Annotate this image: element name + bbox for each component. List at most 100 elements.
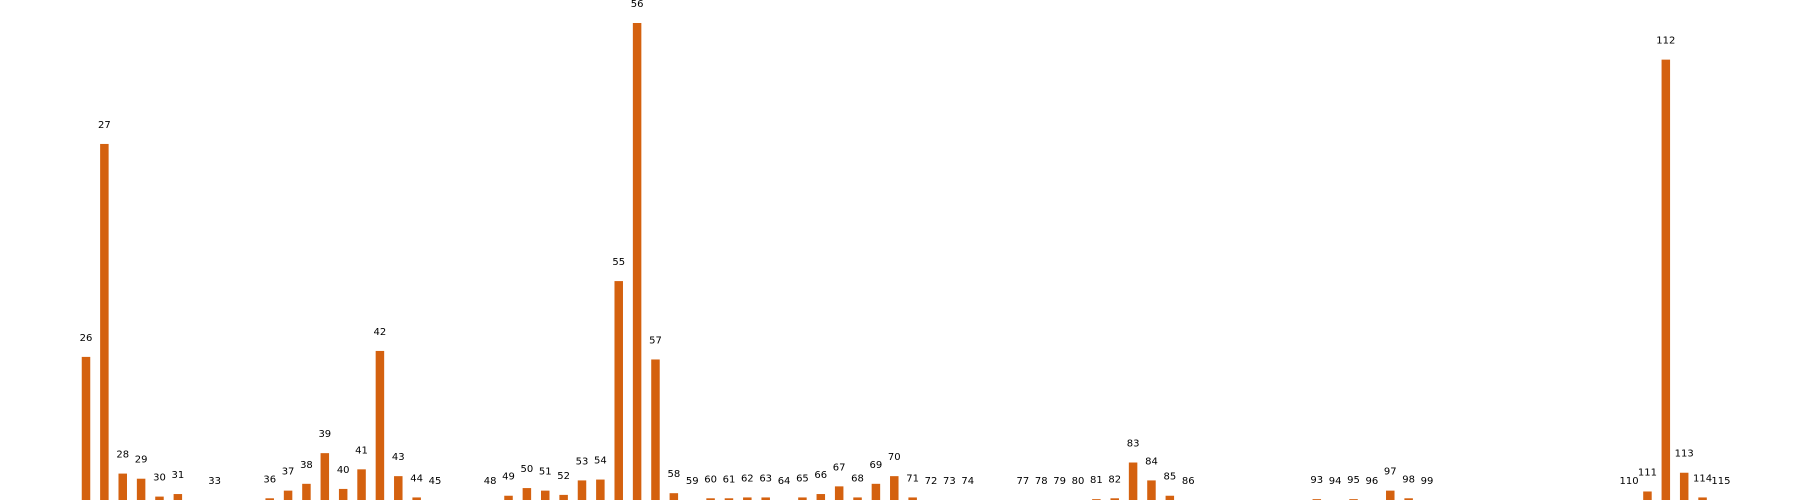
bar-label-67: 67 [833, 462, 846, 473]
bar-27 [100, 143, 109, 500]
bar-label-28: 28 [116, 450, 129, 461]
bar-70 [890, 476, 899, 500]
bar-42 [375, 350, 385, 500]
bar-53 [577, 480, 587, 500]
bar-label-38: 38 [300, 460, 313, 471]
bar-36 [265, 498, 274, 500]
bar-label-77: 77 [1017, 476, 1030, 487]
bar-label-49: 49 [502, 472, 515, 483]
bar-label-57: 57 [649, 335, 662, 346]
bar-label-52: 52 [557, 471, 570, 482]
bar-label-110: 110 [1620, 476, 1639, 487]
bar-label-112: 112 [1656, 36, 1675, 47]
bar-111 [1643, 491, 1652, 500]
bar-label-111: 111 [1638, 467, 1657, 478]
bar-51 [541, 490, 550, 500]
bar-label-97: 97 [1384, 467, 1397, 478]
bar-label-66: 66 [814, 470, 827, 481]
bar-label-85: 85 [1163, 472, 1176, 483]
bar-label-54: 54 [594, 456, 607, 467]
bar-label-69: 69 [870, 460, 883, 471]
bar-82 [1110, 498, 1119, 500]
bar-label-26: 26 [80, 333, 93, 344]
bar-label-45: 45 [429, 476, 442, 487]
bar-49 [504, 495, 513, 500]
bar-label-39: 39 [318, 429, 331, 440]
bar-label-78: 78 [1035, 476, 1048, 487]
bar-label-44: 44 [410, 473, 423, 484]
bar-label-36: 36 [263, 474, 276, 485]
bar-label-40: 40 [337, 465, 350, 476]
bar-38 [302, 483, 311, 500]
bar-85 [1165, 495, 1175, 500]
bars-group [81, 23, 1707, 500]
bar-label-115: 115 [1711, 476, 1730, 487]
bar-label-63: 63 [759, 473, 772, 484]
bar-26 [81, 356, 91, 500]
bar-label-86: 86 [1182, 476, 1195, 487]
bar-29 [136, 478, 146, 500]
bar-label-53: 53 [576, 456, 589, 467]
bar-label-65: 65 [796, 473, 809, 484]
bar-label-29: 29 [135, 455, 148, 466]
bar-71 [908, 497, 917, 500]
bar-label-81: 81 [1090, 475, 1103, 486]
bar-label-50: 50 [521, 464, 534, 475]
bar-52 [559, 494, 568, 500]
bar-label-98: 98 [1402, 474, 1415, 485]
bar-label-33: 33 [208, 476, 221, 487]
bar-label-83: 83 [1127, 439, 1140, 450]
bar-labels-group: 26 27 28 29 30 31 33 36 37 38 39 40 41 42 43 44 45 48 49 50… [80, 0, 1731, 487]
bar-label-30: 30 [153, 473, 166, 484]
bar-55 [614, 281, 623, 500]
bar-61 [724, 498, 734, 500]
bar-67 [834, 486, 844, 500]
bar-label-55: 55 [612, 257, 625, 268]
bar-84 [1147, 480, 1156, 500]
bar-37 [283, 490, 293, 500]
bar-label-61: 61 [723, 474, 736, 485]
bar-label-99: 99 [1421, 476, 1434, 487]
bar-83 [1128, 462, 1138, 500]
bar-43 [394, 476, 403, 500]
bar-label-60: 60 [704, 474, 717, 485]
bar-69 [871, 483, 881, 500]
bar-44 [412, 497, 421, 500]
bar-label-59: 59 [686, 476, 699, 487]
bar-label-64: 64 [778, 476, 791, 487]
bar-label-72: 72 [925, 476, 938, 487]
bar-39 [320, 453, 330, 500]
bar-label-58: 58 [667, 469, 680, 480]
bar-label-70: 70 [888, 452, 901, 463]
bar-label-96: 96 [1366, 476, 1379, 487]
bar-63 [761, 497, 770, 500]
bar-label-73: 73 [943, 476, 956, 487]
bar-label-84: 84 [1145, 456, 1158, 467]
bar-label-114: 114 [1693, 473, 1712, 484]
bar-label-71: 71 [906, 473, 919, 484]
bar-label-56: 56 [631, 0, 644, 10]
bar-41 [357, 469, 366, 500]
bar-68 [853, 497, 862, 500]
bar-label-94: 94 [1329, 476, 1342, 487]
bar-97 [1386, 490, 1395, 500]
bar-40 [338, 488, 348, 500]
bar-label-27: 27 [98, 120, 111, 131]
bar-label-51: 51 [539, 467, 552, 478]
bar-28 [118, 473, 127, 500]
bar-label-74: 74 [961, 476, 974, 487]
bar-label-43: 43 [392, 452, 405, 463]
bar-56 [632, 23, 642, 500]
bar-label-62: 62 [741, 473, 754, 484]
bar-label-113: 113 [1675, 449, 1694, 460]
bar-54 [596, 479, 605, 500]
bar-50 [522, 488, 532, 500]
bar-label-37: 37 [282, 467, 295, 478]
bar-label-82: 82 [1108, 474, 1121, 485]
bar-label-31: 31 [171, 470, 184, 481]
bar-label-68: 68 [851, 473, 864, 484]
bar-112 [1661, 59, 1671, 500]
bar-113 [1679, 472, 1689, 500]
bar-62 [743, 497, 752, 500]
